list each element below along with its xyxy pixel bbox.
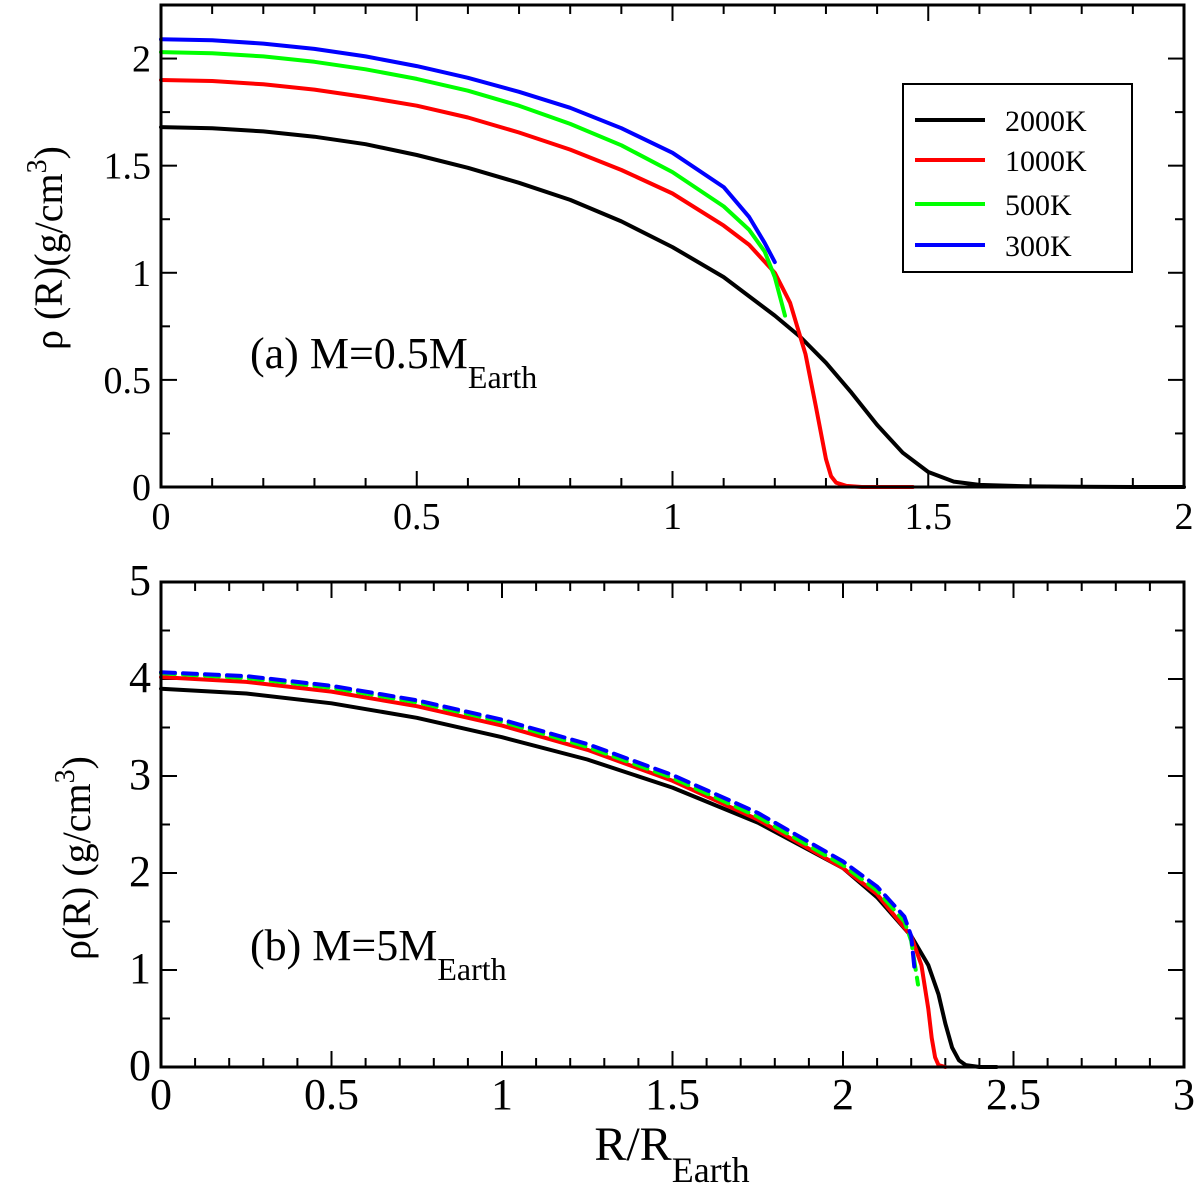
x-axis-title-text: R/R [594, 1118, 671, 1171]
series-line-1000k [159, 675, 948, 1069]
y-tick-label: 4 [129, 653, 151, 702]
x-tick-label: 0.5 [393, 496, 441, 538]
series-line-2000k [159, 125, 1186, 489]
y-tick-label: 0 [129, 1041, 151, 1090]
panel-b-plot-frame [159, 580, 1186, 1069]
panel-a-annotation: (a) M=0.5MEarth [250, 329, 537, 395]
y-tick-label: 1.5 [104, 146, 152, 188]
x-axis-title: R/REarth [594, 1118, 749, 1190]
x-tick-label: 2 [832, 1070, 854, 1119]
panel-b-annotation: (b) M=5MEarth [250, 921, 507, 987]
x-tick-label: 2 [1175, 496, 1194, 538]
x-tick-label: 0 [150, 1070, 172, 1119]
panel-a-series [159, 37, 1186, 489]
panel-a-tick-labels: 0 0.5 1 1.5 2 0 0.5 1 1.5 2 [104, 39, 1194, 538]
legend-label-1000k: 1000K [1005, 145, 1087, 178]
legend: 2000K 1000K 500K 300K [902, 83, 1133, 273]
panel-b-ylabel-sup: 3 [50, 769, 81, 783]
panel-b-y-axis-title: ρ(R) (g/cm3) [50, 756, 99, 960]
x-tick-label: 1 [663, 496, 682, 538]
panel-b-ylabel-text: ρ(R) (g/cm [54, 783, 99, 960]
legend-label-300k: 300K [1005, 230, 1072, 263]
panel-a-ylabel-sup: 3 [22, 159, 53, 173]
panel-b-annotation-sub: Earth [437, 951, 506, 987]
x-tick-label: 2.5 [986, 1070, 1041, 1119]
y-tick-label: 5 [129, 556, 151, 605]
panel-a: 0 0.5 1 1.5 2 0 0.5 1 1.5 2 ρ (R)(g/cm3) (a) M=0.… [22, 3, 1194, 538]
panel-a-y-axis-title: ρ (R)(g/cm3) [22, 146, 71, 350]
panel-b-tick-labels: 0 0.5 1 1.5 2 2.5 3 0 1 2 3 4 5 [129, 556, 1195, 1119]
panel-a-ylabel-text: ρ (R)(g/cm [26, 173, 71, 350]
x-tick-label: 1.5 [905, 496, 953, 538]
x-tick-label: 1 [491, 1070, 513, 1119]
panel-a-ylabel-end: ) [26, 146, 71, 159]
y-tick-label: 3 [129, 750, 151, 799]
x-axis-title-sub: Earth [672, 1150, 750, 1190]
panel-a-annotation-sub: Earth [468, 359, 537, 395]
x-tick-label: 0.5 [304, 1070, 359, 1119]
x-tick-label: 0 [152, 496, 171, 538]
series-line-1000k [159, 78, 915, 489]
x-tick-label: 1.5 [645, 1070, 700, 1119]
y-tick-label: 0.5 [104, 360, 152, 402]
series-line-500k [159, 50, 787, 318]
legend-box [902, 83, 1133, 273]
y-tick-label: 0 [132, 467, 151, 509]
legend-label-500k: 500K [1005, 189, 1072, 222]
y-tick-label: 1 [129, 944, 151, 993]
panel-a-annotation-main: (a) M=0.5M [250, 329, 468, 378]
panel-b-ylabel-end: ) [54, 756, 99, 769]
series-line-300k [159, 37, 777, 265]
y-tick-label: 1 [132, 253, 151, 295]
legend-label-2000k: 2000K [1005, 105, 1087, 138]
y-tick-label: 2 [129, 847, 151, 896]
panel-a-plot-frame [159, 3, 1186, 489]
y-tick-label: 2 [132, 39, 151, 81]
panel-b-annotation-main: (b) M=5M [250, 921, 437, 970]
x-tick-label: 3 [1173, 1070, 1195, 1119]
series-line-300k [159, 670, 917, 972]
panel-b-series [159, 670, 999, 1069]
panel-b-ticks [160, 581, 1185, 1068]
